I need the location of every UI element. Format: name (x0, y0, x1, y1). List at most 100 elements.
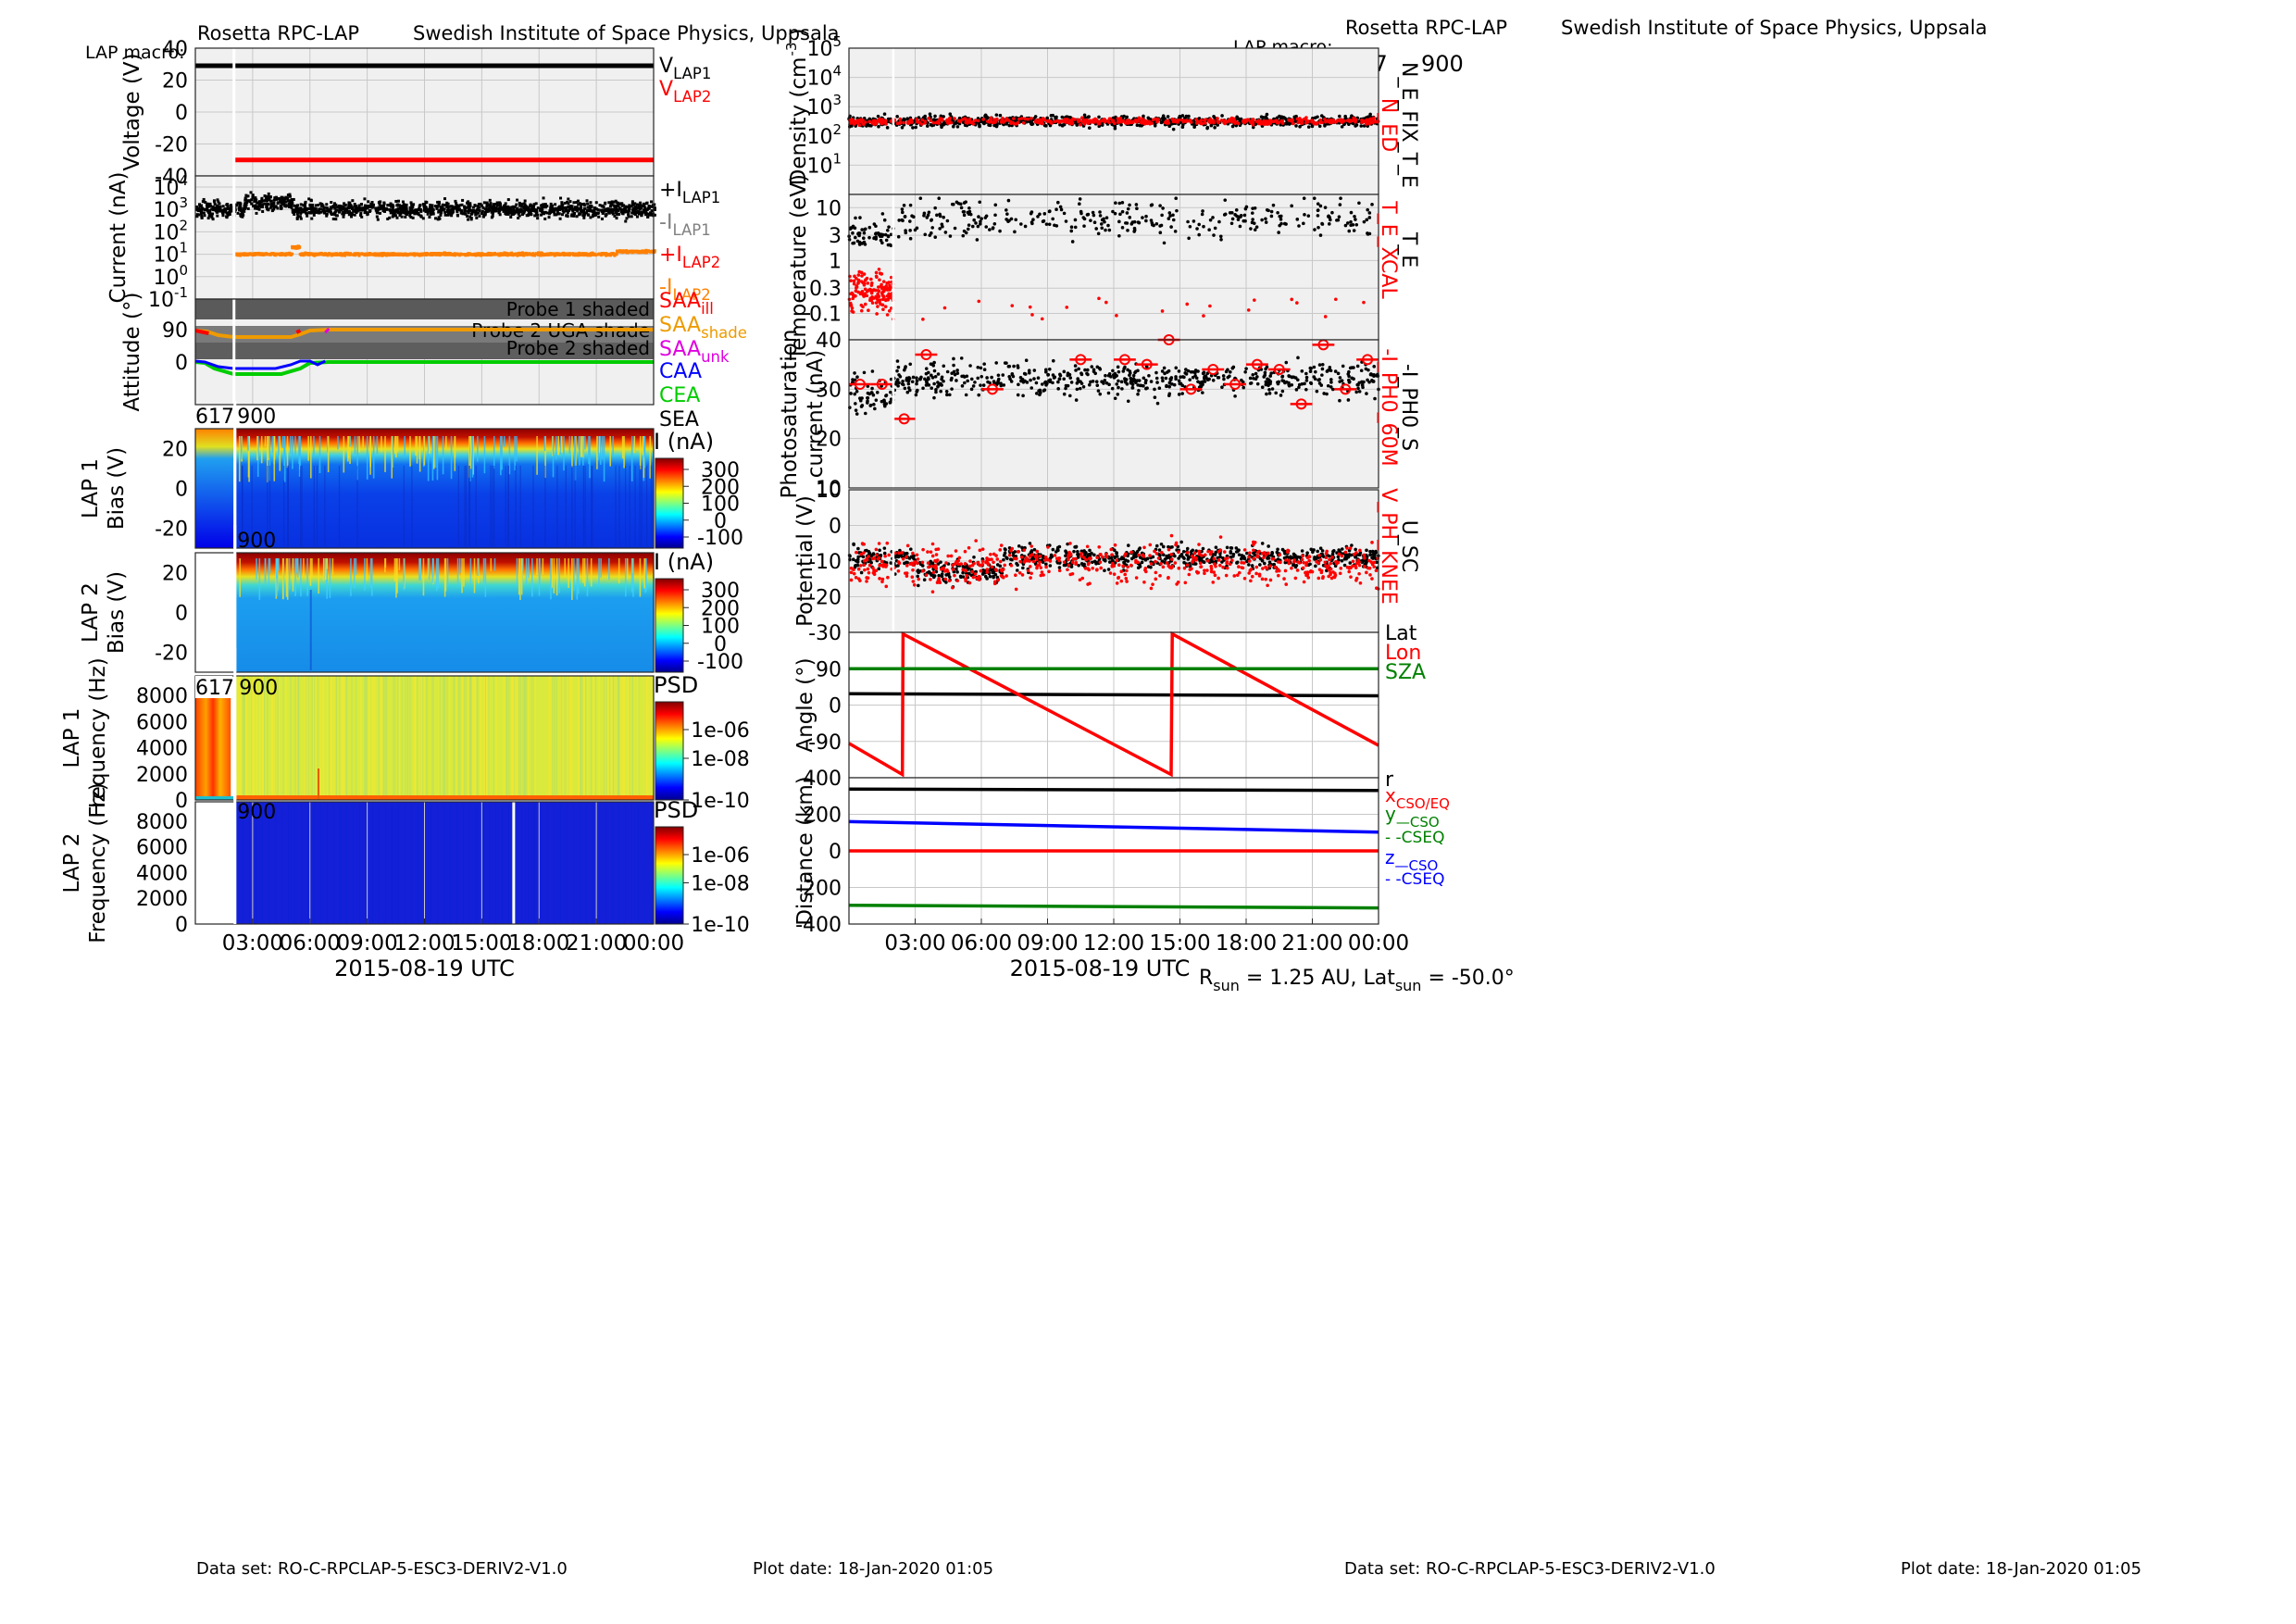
heatmap-streak (550, 676, 552, 800)
point-N_E_FIX_T_E (983, 114, 987, 119)
point-I_LAP2 (262, 253, 266, 256)
point-N_ED (1256, 121, 1261, 126)
point-I_LAP2 (379, 254, 382, 257)
point-I_LAP1 (386, 217, 390, 220)
heatmap-streak (469, 558, 472, 584)
point-N_E_FIX_T_E (911, 126, 915, 130)
point-I_LAP1 (437, 200, 441, 204)
point-I_LAP1 (468, 207, 471, 211)
point-I_LAP1 (549, 202, 553, 206)
heatmap-streak (360, 676, 362, 800)
heatmap-streak (503, 436, 505, 447)
point-I_LAP1 (306, 214, 309, 218)
point-I_LAP2 (245, 254, 249, 257)
point-I_LAP1 (211, 218, 215, 221)
point-I_LAP1 (569, 205, 573, 208)
heatmap-streak (519, 558, 521, 600)
point-I_LAP2 (519, 253, 523, 256)
point-I_LAP1 (455, 210, 459, 214)
point-I_LAP2 (256, 253, 259, 256)
point-I_LAP1 (412, 211, 416, 215)
heatmap-streak (273, 436, 276, 460)
heatmap-streak (612, 436, 614, 456)
point-N_ED (1012, 122, 1017, 126)
heatmap-streak (292, 436, 293, 469)
heatmap-streak (303, 558, 305, 576)
point-I_LAP1 (337, 210, 341, 214)
point-I_LAP1 (588, 204, 592, 207)
macro-label: 900 (237, 406, 276, 429)
heatmap-streak (425, 676, 427, 800)
point-N_E_FIX_T_E (1171, 127, 1176, 131)
heatmap-streak (626, 558, 629, 580)
point-I_LAP1 (303, 209, 306, 213)
legend-CEA: CEA (659, 384, 700, 407)
point-N_ED (1123, 121, 1128, 125)
point-I_LAP1 (394, 199, 398, 203)
point-I_LAP2 (593, 253, 597, 256)
point-I_LAP1 (325, 206, 329, 210)
point-N_ED (1154, 117, 1158, 121)
point-N_ED (1065, 120, 1069, 124)
heatmap-streak (446, 558, 449, 587)
heatmap-streak (365, 676, 367, 800)
point-I_LAP1 (256, 201, 259, 205)
point-I_LAP1 (451, 208, 455, 212)
macro-label: 617 (195, 406, 234, 429)
heatmap-streak (454, 676, 455, 800)
point-I_LAP1 (404, 206, 407, 210)
heatmap-streak (578, 558, 580, 594)
heatmap-streak (258, 558, 261, 600)
point-I_LAP1 (541, 212, 544, 216)
heatmap-streak (453, 676, 455, 800)
tick-label: 101 (153, 240, 188, 268)
heatmap-streak (245, 676, 247, 800)
heatmap-streak (268, 558, 271, 574)
point-I_LAP1 (345, 209, 349, 213)
point-I_LAP1 (302, 204, 306, 207)
point-I_LAP1 (317, 211, 320, 215)
point-N_E_FIX_T_E (866, 122, 870, 127)
point-I_LAP1 (615, 206, 618, 209)
point-I_LAP1 (535, 208, 539, 212)
point-I_LAP1 (536, 206, 540, 210)
point-I_LAP2 (600, 254, 604, 257)
point-I_LAP1 (393, 209, 397, 213)
point-I_LAP1 (434, 217, 438, 220)
point-I_LAP1 (355, 205, 358, 208)
point-I_LAP1 (630, 211, 634, 215)
point-I_LAP1 (640, 204, 643, 207)
point-N_E_FIX_T_E (1082, 113, 1087, 118)
heatmap-streak (356, 466, 358, 546)
point-N_E_FIX_T_E (1113, 124, 1117, 129)
tick-label: -40 (155, 166, 188, 189)
point-N_ED (964, 120, 968, 125)
heatmap-streak (484, 558, 487, 597)
heatmap-streak (578, 676, 580, 800)
point-I_LAP2 (241, 252, 244, 256)
heatmap-streak (417, 676, 418, 800)
colorbar (655, 701, 684, 801)
point-I_LAP1 (333, 211, 337, 215)
point-I_LAP2 (582, 252, 586, 256)
heatmap-streak (632, 676, 634, 800)
point-I_LAP1 (482, 213, 486, 217)
point-I_LAP1 (290, 204, 293, 207)
point-I_LAP1 (389, 211, 393, 215)
point-N_ED (1090, 119, 1094, 124)
point-I_LAP1 (422, 208, 426, 212)
point-N_E_FIX_T_E (1275, 116, 1279, 120)
point-I_LAP1 (557, 212, 561, 216)
point-I_LAP1 (310, 217, 314, 220)
colorbar-tick-label: -100 (697, 527, 743, 550)
point-I_LAP1 (593, 212, 597, 216)
point-I_LAP1 (613, 214, 617, 218)
heatmap-streak (587, 676, 589, 800)
point-I_LAP1 (577, 213, 580, 217)
heatmap-streak (553, 558, 555, 593)
point-I_LAP1 (426, 212, 430, 216)
point-I_LAP1 (331, 205, 334, 208)
point-I_LAP1 (639, 201, 643, 205)
point-I_LAP1 (392, 211, 395, 215)
colorbar-title: PSD (654, 797, 698, 823)
